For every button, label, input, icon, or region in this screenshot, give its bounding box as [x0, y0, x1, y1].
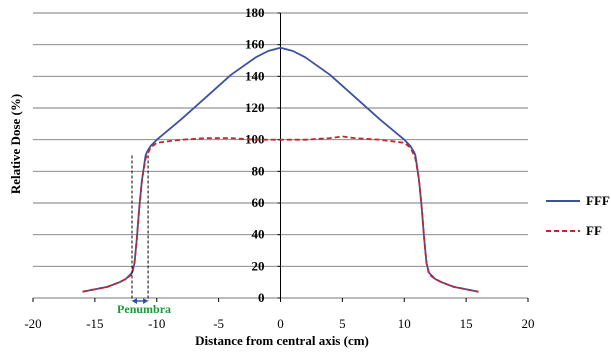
x-tick-label-20: 20	[522, 316, 535, 331]
x-tick-label-15: 15	[460, 316, 473, 331]
legend-label-fff: FFF	[586, 193, 610, 208]
y-tick-label-160: 160	[245, 37, 265, 52]
y-axis: 0 20 40 60 80 100 120 140 160 180	[245, 5, 281, 305]
y-tick-label-140: 140	[245, 68, 265, 83]
y-tick-label-120: 120	[245, 100, 265, 115]
penumbra-label: Penumbra	[117, 302, 171, 316]
x-tick-label--15: -15	[86, 316, 103, 331]
series-line-ff	[82, 135, 479, 293]
penumbra-arrowhead-left	[132, 298, 137, 304]
penumbra-annotation: Penumbra	[117, 155, 171, 316]
x-tick-label-5: 5	[339, 316, 346, 331]
x-tick-label--5: -5	[213, 316, 224, 331]
y-tick-label-40: 40	[252, 227, 265, 242]
x-tick-label--10: -10	[148, 316, 165, 331]
x-tick-label-0: 0	[277, 316, 284, 331]
x-axis-title: Distance from central axis (cm)	[195, 333, 369, 348]
y-tick-label-60: 60	[252, 195, 265, 210]
y-tick-label-100: 100	[245, 132, 265, 147]
x-tick-label--20: -20	[24, 316, 41, 331]
x-tick-label-10: 10	[398, 316, 411, 331]
y-axis-title: Relative Dose (%)	[8, 94, 23, 194]
series-lines	[82, 46, 479, 293]
y-tick-label-20: 20	[252, 258, 265, 273]
x-axis: -20 -15 -10 -5 0 5 10 15 20	[24, 298, 535, 331]
legend-label-ff: FF	[586, 223, 602, 238]
penumbra-arrowhead-right	[143, 298, 149, 304]
y-tick-label-0: 0	[258, 290, 265, 305]
y-tick-label-80: 80	[252, 163, 265, 178]
y-tick-label-180: 180	[245, 5, 265, 20]
